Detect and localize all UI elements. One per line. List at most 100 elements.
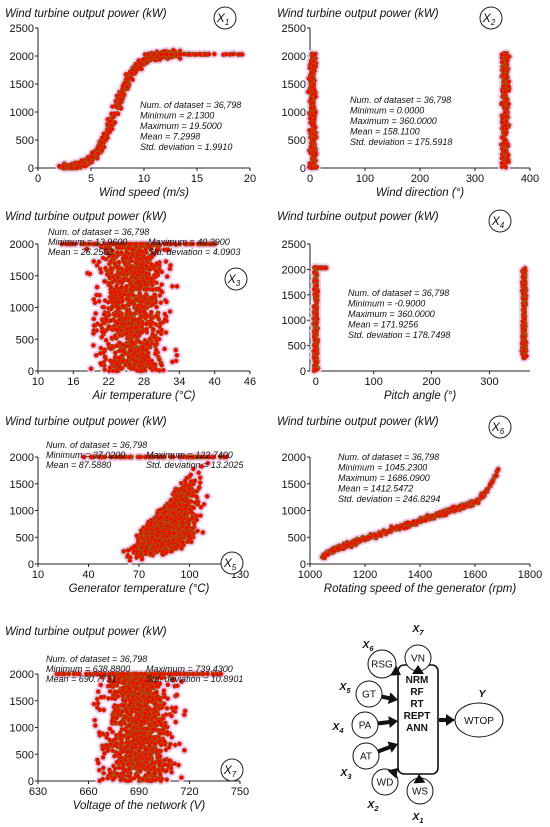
stats-line: Mean = 7.2998	[140, 132, 200, 142]
data-point	[91, 343, 96, 348]
data-point	[307, 116, 313, 121]
data-point	[125, 326, 131, 332]
data-point	[136, 317, 141, 322]
data-point	[112, 277, 118, 283]
stats-line: Maximum = 19.5000	[140, 121, 222, 131]
data-point	[94, 284, 100, 290]
data-point	[120, 321, 126, 327]
data-point	[130, 284, 135, 290]
data-point	[158, 300, 164, 306]
data-point	[504, 141, 510, 147]
y-tick-label: 500	[16, 135, 34, 147]
data-point	[503, 130, 509, 136]
data-point	[138, 262, 144, 267]
data-point	[138, 241, 144, 247]
stats-line: Std. deviation = 1.9910	[140, 142, 232, 152]
y-tick-label: 2000	[282, 264, 306, 276]
data-point	[504, 58, 510, 64]
data-point	[159, 269, 165, 275]
data-point	[127, 362, 133, 367]
data-point	[135, 285, 141, 291]
data-point	[117, 313, 122, 319]
data-point	[135, 279, 141, 284]
x-tick-label: 40	[209, 376, 221, 388]
x-tick-label: 10	[32, 376, 44, 388]
data-point	[130, 292, 136, 298]
data-point	[96, 259, 102, 265]
data-point	[100, 304, 106, 310]
data-point	[173, 347, 179, 353]
data-point	[103, 337, 109, 343]
data-point	[108, 306, 114, 312]
data-point	[126, 245, 132, 251]
y-tick-label: 0	[28, 163, 34, 175]
data-point	[504, 158, 510, 164]
data-point	[91, 259, 97, 264]
data-point	[100, 350, 106, 356]
data-point	[97, 266, 103, 272]
data-point	[114, 368, 119, 374]
data-point	[127, 241, 132, 247]
data-point	[144, 60, 150, 66]
data-point	[69, 165, 74, 171]
data-point	[156, 286, 162, 292]
data-point	[111, 289, 117, 295]
data-point	[107, 118, 113, 124]
data-point	[122, 80, 128, 86]
data-point	[154, 280, 159, 286]
data-point	[115, 327, 121, 333]
data-point	[152, 342, 158, 347]
data-point	[98, 361, 104, 366]
data-point	[156, 357, 162, 363]
data-point	[159, 282, 164, 288]
data-point	[130, 299, 135, 305]
data-point	[130, 252, 136, 257]
data-point	[130, 317, 135, 323]
data-point	[93, 352, 99, 358]
data-point	[500, 115, 505, 121]
data-point	[116, 348, 122, 354]
chart-title: Wind turbine output power (kW)	[5, 8, 167, 20]
stats-line: Minimum = 2.1300	[140, 111, 214, 121]
data-point	[99, 328, 105, 334]
data-point	[106, 324, 112, 329]
data-point	[154, 314, 160, 320]
x-tick-label: 10	[138, 173, 150, 185]
data-point	[136, 329, 141, 335]
data-point	[149, 358, 155, 364]
data-point	[91, 316, 97, 322]
data-point	[98, 323, 104, 328]
data-point	[151, 51, 157, 57]
y-tick-label: 1000	[282, 107, 306, 119]
chart-panels: Wind turbine output power (kW)0500100015…	[5, 6, 542, 812]
data-point	[139, 360, 144, 365]
stats-line: Std. deviation = 4.0903	[148, 247, 240, 257]
x-tick-label: 400	[521, 173, 539, 185]
data-point	[144, 326, 149, 332]
chart-panel-x1: Wind turbine output power (kW)0500100015…	[5, 6, 256, 199]
data-point	[117, 101, 123, 106]
data-point	[125, 277, 131, 283]
data-point	[119, 358, 125, 364]
data-point	[502, 148, 507, 154]
data-point	[76, 160, 82, 166]
data-point	[141, 367, 147, 373]
data-point	[131, 332, 137, 338]
y-tick-label: 500	[16, 334, 34, 346]
x-tick-label: 0	[35, 173, 41, 185]
x-tick-label: 300	[480, 376, 498, 388]
data-point	[143, 256, 149, 262]
data-point	[170, 283, 175, 289]
data-point	[125, 292, 131, 298]
data-point	[124, 267, 130, 273]
data-point	[146, 51, 151, 57]
data-point	[162, 311, 168, 317]
data-point	[108, 284, 114, 290]
data-point	[501, 66, 507, 72]
data-point	[144, 347, 149, 353]
data-point	[91, 323, 97, 328]
data-point	[124, 331, 129, 336]
data-point	[104, 272, 110, 277]
x-tick-label: 46	[244, 376, 256, 388]
